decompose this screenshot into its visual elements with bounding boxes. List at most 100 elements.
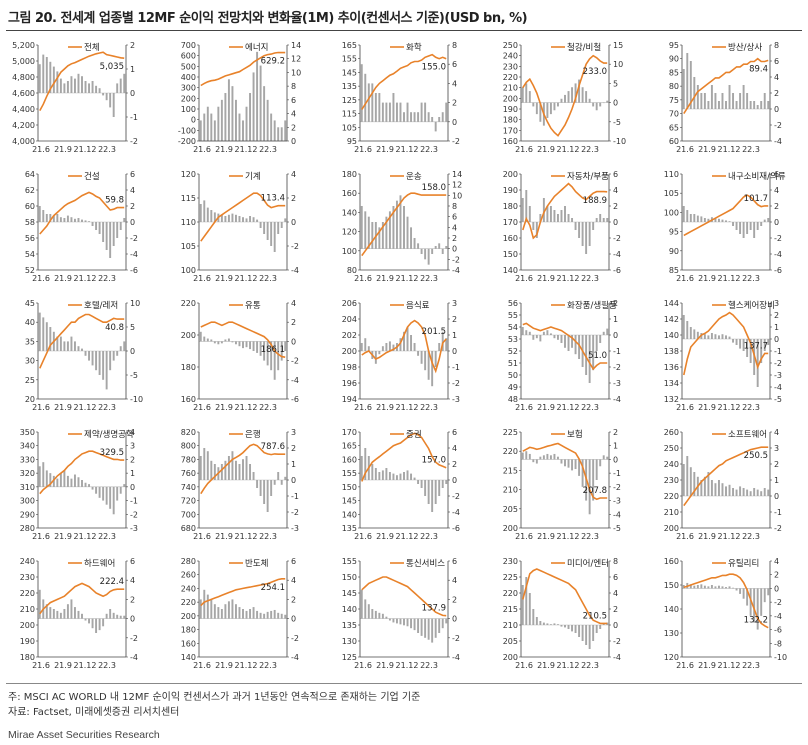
legend-label: 운송	[406, 172, 422, 182]
change-bar	[714, 218, 717, 222]
change-bar	[220, 609, 223, 619]
change-bar	[749, 588, 752, 616]
change-bar	[560, 335, 563, 343]
y-tick-label: 5,000	[12, 57, 35, 66]
change-bar	[717, 218, 720, 222]
earnings-line	[522, 322, 608, 371]
change-bar	[746, 222, 749, 234]
change-bar	[63, 83, 66, 93]
y-tick-label: 140	[342, 208, 357, 217]
change-bar	[735, 101, 738, 109]
x-tick-label: 21.6	[676, 145, 694, 154]
sector-chart: 125 130 135 140 145 150 155 -4 -2 0 2 4 6 21.6 21.9 21.…	[342, 557, 460, 670]
change-bar	[378, 93, 381, 122]
change-bar	[256, 219, 259, 222]
change-bar	[259, 65, 262, 141]
change-bar	[231, 86, 234, 141]
y2-tick-label: -2	[130, 634, 138, 643]
change-bar	[760, 339, 763, 363]
change-bar	[95, 618, 98, 633]
change-bar	[210, 339, 213, 342]
chart-panel: 680 700 720 740 760 780 800 820 -3 -2 -1 0 1 2 3 21.6 21…	[161, 420, 322, 549]
sector-chart: 95 105 115 125 135 145 155 165 -2 0 2 4 6 8 21.6 21.9 21…	[342, 41, 460, 154]
x-tick-label: 21.9	[376, 532, 394, 541]
x-tick-label: 22.3	[742, 661, 760, 670]
change-bar	[206, 451, 209, 480]
change-bar	[760, 588, 763, 616]
x-tick-label: 22.3	[259, 274, 277, 283]
change-bar	[431, 117, 434, 122]
last-value-label: 132.2	[744, 616, 768, 626]
legend: 에너지	[229, 42, 268, 53]
change-bar	[574, 83, 577, 103]
change-bar	[203, 589, 206, 619]
y-tick-label: -100	[178, 126, 196, 135]
change-bar	[98, 222, 101, 234]
y2-tick-label: -5	[613, 118, 621, 127]
change-bar	[424, 618, 427, 638]
legend: 은행	[229, 429, 261, 440]
y-tick-label: 165	[342, 41, 357, 50]
y-tick-label: 230	[20, 573, 35, 582]
sector-chart: 180 190 200 210 220 230 240 -4 -2 0 2 4 6 21.6 21.9 21.…	[20, 557, 138, 670]
x-tick-label: 21.9	[537, 403, 555, 412]
y-tick-label: 220	[503, 73, 518, 82]
y2-tick-label: -1	[130, 497, 138, 506]
change-bar	[406, 102, 409, 122]
y2-tick-label: 2	[452, 315, 457, 324]
change-bar	[403, 206, 405, 249]
change-bar	[52, 66, 55, 93]
change-bar	[56, 478, 59, 487]
y-tick-label: 240	[503, 52, 518, 61]
change-bar	[109, 609, 112, 619]
change-bar	[703, 334, 706, 339]
change-bar	[535, 222, 538, 238]
change-bar	[280, 480, 283, 485]
last-value-label: 201.5	[422, 327, 446, 337]
change-bar	[739, 339, 742, 349]
legend: 헬스케어장비	[712, 300, 775, 311]
last-value-label: 787.6	[261, 442, 285, 452]
y2-tick-label: 8	[452, 202, 457, 211]
change-bar	[693, 214, 696, 222]
x-tick-label: 21.12	[74, 403, 97, 412]
change-bar	[98, 618, 101, 631]
change-bar	[606, 622, 609, 625]
y2-tick-label: -5	[130, 371, 138, 380]
legend: 제약/생명공학	[68, 429, 134, 440]
y-tick-label: 52	[25, 266, 35, 275]
change-bar	[123, 73, 126, 93]
change-bar	[721, 586, 724, 589]
sector-chart: 135 140 145 150 155 160 165 170 -6 -4 -2 0 2 4 6 21.6 21…	[342, 428, 460, 541]
change-bar	[84, 81, 87, 93]
y-tick-label: 125	[342, 653, 357, 662]
change-bar	[714, 93, 717, 109]
y2-tick-label: 4	[291, 110, 296, 119]
legend-label: 헬스케어장비	[728, 300, 775, 311]
change-bar	[259, 222, 262, 228]
y2-tick-label: 0	[452, 245, 457, 254]
sector-chart: 48 49 50 51 52 53 54 55 56 -4 -3 -2 -1 0 1 2 21.6 21.9 21.…	[508, 299, 621, 412]
x-tick-label: 21.6	[193, 532, 211, 541]
y2-tick-label: -2	[613, 363, 621, 372]
y2-tick-label: 0	[452, 476, 457, 485]
change-bar	[427, 248, 430, 265]
change-bar	[756, 222, 759, 230]
change-bar	[417, 112, 420, 122]
last-value-label: 254.1	[261, 583, 285, 593]
last-value-label: 329.5	[100, 448, 124, 458]
change-bar	[49, 327, 52, 351]
y-tick-label: 215	[503, 605, 518, 614]
y-tick-label: 198	[342, 363, 357, 372]
change-bar	[728, 221, 731, 222]
y2-tick-label: -5	[774, 395, 782, 404]
change-bar	[696, 215, 699, 222]
change-bar	[73, 341, 76, 351]
y2-tick-label: 2	[130, 455, 135, 464]
change-bar	[388, 618, 391, 621]
y-tick-label: 56	[508, 299, 518, 308]
y-tick-label: 200	[503, 94, 518, 103]
y-tick-label: 60	[25, 202, 35, 211]
sector-chart: 160 180 200 220 -6 -4 -2 0 2 4 21.6 21.9 21.12 22.3 유통…	[181, 299, 299, 412]
change-bar	[210, 113, 213, 141]
